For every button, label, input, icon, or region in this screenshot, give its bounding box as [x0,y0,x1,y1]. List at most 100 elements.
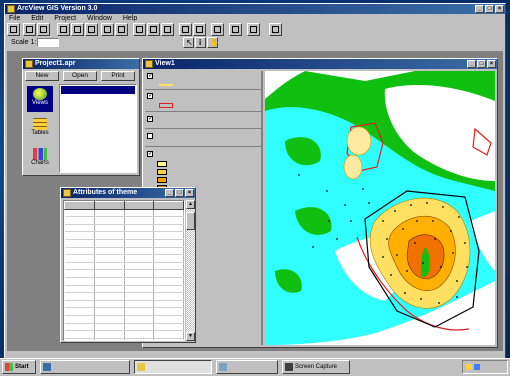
table-row[interactable] [64,323,184,332]
scale-field[interactable] [37,38,59,47]
menu-project[interactable]: Project [54,15,77,22]
scroll-down-arrow[interactable]: ▼ [186,332,195,341]
table-row[interactable] [64,239,184,248]
scroll-up-arrow[interactable]: ▲ [186,200,195,209]
site-polygon [364,190,480,328]
scroll-thumb[interactable] [186,212,195,230]
doc-type-views[interactable]: Views [27,86,53,112]
table-row[interactable] [64,269,184,278]
attributes-maximize-button[interactable]: □ [175,189,184,197]
attributes-close-button[interactable]: × [185,189,194,197]
windows-logo-icon [5,363,13,371]
column-header[interactable] [93,201,125,210]
table-row[interactable] [64,231,184,240]
pointer-tool[interactable]: ↖ [183,37,194,48]
vertical-scrollbar[interactable]: ▲ ▼ [186,200,195,341]
theme-checkbox[interactable] [147,133,153,139]
theme-properties-button[interactable] [37,23,50,36]
select-features-button[interactable] [229,23,242,36]
attributes-minimize-button[interactable]: _ [165,189,174,197]
table-row[interactable] [64,277,184,286]
menu-file[interactable]: File [9,15,21,22]
list-item[interactable] [61,86,135,94]
list-item[interactable] [61,110,135,118]
column-header[interactable] [153,201,184,210]
table-row[interactable] [64,300,184,309]
taskbar-task[interactable]: Screen Capture [282,360,350,374]
query-button[interactable] [85,23,98,36]
theme-checkbox[interactable]: ✓ [147,151,154,157]
tray-network-icon[interactable] [474,364,480,370]
doc-type-charts[interactable]: Charts [27,146,53,172]
table-row[interactable] [64,338,184,340]
taskbar-task[interactable] [40,360,130,374]
table-row[interactable] [64,209,184,218]
pan-tool[interactable]: ✋ [207,37,219,48]
zoom-active-button[interactable] [147,23,160,36]
menu-edit[interactable]: Edit [31,15,44,22]
zoom-selected-button[interactable] [161,23,174,36]
zoom-out-button[interactable] [193,23,206,36]
zoom-in-button[interactable] [179,23,192,36]
legend-theme-1[interactable]: ✓ [147,93,155,100]
view-minimize-button[interactable]: _ [467,60,476,68]
table-row[interactable] [64,216,184,225]
taskbar-task[interactable] [134,360,212,374]
theme-checkbox[interactable]: ✓ [147,73,154,79]
new-button[interactable]: New [25,71,59,81]
theme-checkbox[interactable]: ✓ [147,116,154,122]
table-row[interactable] [64,224,184,233]
legend-editor-button[interactable] [57,23,70,36]
identify-tool[interactable]: i [195,37,206,48]
previous-extent-button[interactable] [211,23,224,36]
app-minimize-button[interactable]: _ [475,5,484,13]
attributes-title-bar[interactable]: Attributes of theme _ □ × [61,188,195,198]
legend-theme-3[interactable] [147,133,155,140]
view-maximize-button[interactable]: □ [477,60,486,68]
table-row[interactable] [64,254,184,263]
menu-help[interactable]: Help [122,15,138,22]
help-button[interactable] [269,23,282,36]
open-button[interactable]: Open [63,71,97,81]
list-item[interactable] [61,118,135,126]
table-row[interactable] [64,330,184,339]
taskbar-task[interactable] [216,360,278,374]
legend-theme-4[interactable]: ✓ [147,151,155,158]
table-cell [94,231,125,240]
table-row[interactable] [64,247,184,256]
project-title-bar[interactable]: Project1.apr [23,59,139,69]
table-row[interactable] [64,262,184,271]
save-project-button[interactable] [7,23,20,36]
app-maximize-button[interactable]: □ [485,5,494,13]
locate-button[interactable] [115,23,128,36]
theme-checkbox[interactable]: ✓ [147,93,154,99]
view-title-bar[interactable]: View1 _ □ × [143,59,497,69]
view-close-button[interactable]: × [487,60,496,68]
vegetation-patch [295,207,332,235]
menu-window[interactable]: Window [87,15,112,22]
list-item[interactable] [61,126,135,134]
legend-theme-2[interactable]: ✓ [147,116,155,123]
doc-type-tables[interactable]: Tables [27,116,53,142]
legend-theme-0[interactable]: ✓ [147,73,155,80]
table-row[interactable] [64,292,184,301]
find-button[interactable] [101,23,114,36]
tray-speaker-icon[interactable] [466,364,472,370]
list-item[interactable] [61,102,135,110]
app-title-bar[interactable]: ArcView GIS Version 3.0 _ □ × [5,4,505,14]
map-canvas[interactable] [265,71,495,345]
start-button[interactable]: Start [2,360,36,374]
clear-selection-button[interactable] [247,23,260,36]
table-button[interactable] [71,23,84,36]
list-item[interactable] [61,94,135,102]
table-row[interactable] [64,307,184,316]
table-row[interactable] [64,285,184,294]
zoom-full-button[interactable] [133,23,146,36]
table-cell [94,315,125,324]
column-header[interactable] [123,201,155,210]
table-row[interactable] [64,315,184,324]
column-header[interactable] [64,201,95,210]
add-theme-button[interactable] [23,23,36,36]
app-close-button[interactable]: × [495,5,504,13]
print-button[interactable]: Print [101,71,135,81]
